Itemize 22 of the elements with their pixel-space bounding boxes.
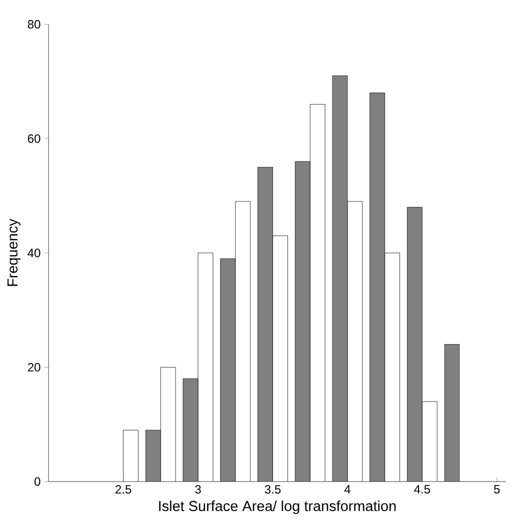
bar <box>146 430 160 482</box>
bar <box>294 161 310 482</box>
x-tick-label: 4.5 <box>414 485 430 494</box>
x-tick-label: 4 <box>344 485 350 494</box>
x-tick-label: 3.5 <box>264 485 280 494</box>
x-axis-title: Islet Surface Area/ log transformation <box>158 500 396 514</box>
bar <box>444 344 460 482</box>
x-tick-label: 3 <box>194 485 201 494</box>
x-tick-label: 2.5 <box>115 485 131 494</box>
bar <box>182 378 198 482</box>
bar <box>220 258 236 482</box>
y-tick-label: 40 <box>27 248 40 258</box>
y-tick-label: 0 <box>34 477 40 486</box>
bar <box>332 76 348 482</box>
y-axis-title: Frequency <box>7 218 20 286</box>
bar <box>370 92 385 482</box>
y-tick-label: 20 <box>28 362 40 372</box>
y-tick-label: 60 <box>28 134 40 143</box>
y-tick-label: 80 <box>28 20 40 29</box>
bar <box>407 207 422 482</box>
bar <box>258 167 273 482</box>
x-tick-label: 5 <box>494 485 500 494</box>
